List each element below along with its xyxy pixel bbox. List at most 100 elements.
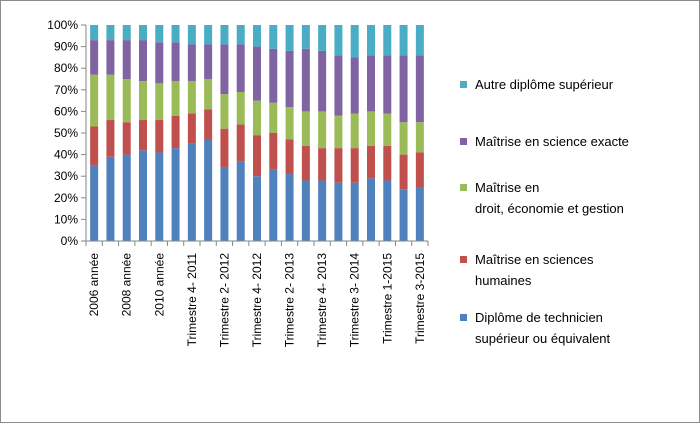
bar-segment-series-3 (350, 57, 359, 114)
bar-segment-series-3 (171, 42, 180, 82)
x-tick-label: Trimestre 3-2015 (413, 253, 427, 344)
bar-segment-series-3 (334, 55, 343, 116)
legend-swatch (460, 81, 467, 88)
bar-segment-series-1 (367, 145, 375, 179)
bar-segment-series-2 (204, 79, 213, 110)
bar-segment-series-1 (171, 115, 180, 149)
y-tick-label: 100% (47, 18, 78, 32)
bar-segment-series-1 (139, 120, 147, 151)
bars (90, 25, 424, 241)
bar-segment-series-0 (415, 187, 424, 241)
bar-segment-series-1 (106, 120, 115, 157)
bar-segment-series-4 (334, 25, 343, 56)
bar-segment-series-2 (383, 113, 392, 146)
y-tick-label: 70% (54, 83, 78, 97)
bar-segment-series-2 (139, 81, 147, 121)
bar-segment-series-2 (318, 111, 327, 149)
bar-segment-series-3 (220, 44, 229, 95)
bar-segment-series-4 (269, 25, 278, 49)
legend-label: humaines (475, 273, 532, 288)
bar-segment-series-2 (122, 79, 131, 123)
bar-segment-series-2 (415, 122, 424, 153)
bar-segment-series-1 (253, 135, 261, 177)
x-tick-label: 2006 année (87, 253, 101, 317)
bar-segment-series-0 (269, 169, 278, 241)
x-tick-label: Trimestre 1-2015 (380, 253, 394, 344)
bar-segment-series-1 (285, 139, 294, 175)
legend-label: supérieur ou équivalent (475, 331, 611, 346)
bar-segment-series-4 (399, 25, 408, 56)
bar-segment-series-1 (383, 145, 392, 181)
bar-segment-series-2 (334, 115, 343, 149)
x-tick-label: Trimestre 3- 2014 (348, 253, 362, 348)
bar-segment-series-2 (367, 111, 375, 146)
bar-segment-series-1 (301, 145, 310, 181)
bar-segment-series-0 (318, 180, 327, 241)
bar-segment-series-0 (399, 189, 408, 241)
legend-swatch (460, 138, 467, 145)
bar-segment-series-0 (383, 180, 392, 241)
bar-segment-series-3 (187, 44, 196, 82)
x-tick-label: Trimestre 4- 2012 (250, 253, 264, 348)
bar-segment-series-4 (106, 25, 115, 41)
y-tick-label: 0% (61, 234, 79, 248)
bar-segment-series-3 (318, 50, 327, 112)
bar-segment-series-1 (350, 148, 359, 183)
x-tick-label: Trimestre 2- 2012 (217, 253, 231, 348)
bar-segment-series-2 (236, 91, 245, 125)
bar-segment-series-0 (139, 150, 147, 241)
bar-segment-series-3 (155, 42, 164, 84)
bar-segment-series-4 (253, 25, 261, 47)
bar-segment-series-0 (187, 143, 196, 241)
bar-segment-series-3 (415, 55, 424, 123)
bar-segment-series-0 (204, 139, 213, 241)
bar-segment-series-1 (269, 133, 278, 170)
bar-segment-series-3 (139, 40, 147, 82)
bar-segment-series-0 (367, 178, 375, 241)
bar-segment-series-3 (383, 55, 392, 114)
bar-segment-series-4 (171, 25, 180, 43)
bar-segment-series-0 (350, 182, 359, 241)
bar-segment-series-0 (334, 182, 343, 241)
bar-segment-series-3 (236, 44, 245, 92)
bar-segment-series-4 (90, 25, 99, 41)
bar-segment-series-0 (171, 148, 180, 241)
y-tick-label: 30% (54, 169, 78, 183)
bar-segment-series-2 (106, 74, 115, 121)
bar-segment-series-3 (90, 40, 99, 75)
bar-segment-series-1 (155, 120, 164, 153)
bar-segment-series-0 (90, 165, 99, 241)
legend-label: Maîtrise en sciences (475, 252, 594, 267)
y-tick-label: 90% (54, 40, 78, 54)
legend-label: Autre diplôme supérieur (475, 77, 614, 92)
bar-segment-series-1 (334, 148, 343, 183)
legend-swatch (460, 314, 467, 321)
y-axis: 0% 10% 20% 30% 40% 50% 60% 70% 80% 90% 100% (47, 18, 87, 248)
bar-segment-series-4 (187, 25, 196, 45)
bar-segment-series-0 (236, 161, 245, 241)
bar-segment-series-0 (253, 176, 261, 241)
bar-segment-series-2 (285, 107, 294, 140)
bar-segment-series-3 (399, 55, 408, 123)
x-axis: 2006 année 2008 année 2010 année Trimestre … (85, 240, 429, 348)
legend-swatch (460, 184, 467, 191)
bar-segment-series-3 (269, 48, 278, 103)
y-tick-label: 80% (54, 61, 78, 75)
legend-swatch (460, 256, 467, 263)
legend-label: Diplôme de technicien (475, 310, 603, 325)
bar-segment-series-4 (220, 25, 229, 45)
bar-segment-series-0 (301, 180, 310, 241)
x-tick-label: Trimestre 2- 2013 (283, 253, 297, 348)
bar-segment-series-1 (220, 128, 229, 168)
bar-segment-series-4 (301, 25, 310, 49)
bar-segment-series-4 (155, 25, 164, 43)
bar-segment-series-1 (90, 126, 99, 166)
bar-segment-series-3 (301, 48, 310, 112)
bar-segment-series-3 (285, 50, 294, 108)
bar-segment-series-1 (415, 152, 424, 187)
y-tick-label: 60% (54, 104, 78, 118)
bar-segment-series-0 (285, 174, 294, 241)
bar-segment-series-2 (171, 81, 180, 116)
